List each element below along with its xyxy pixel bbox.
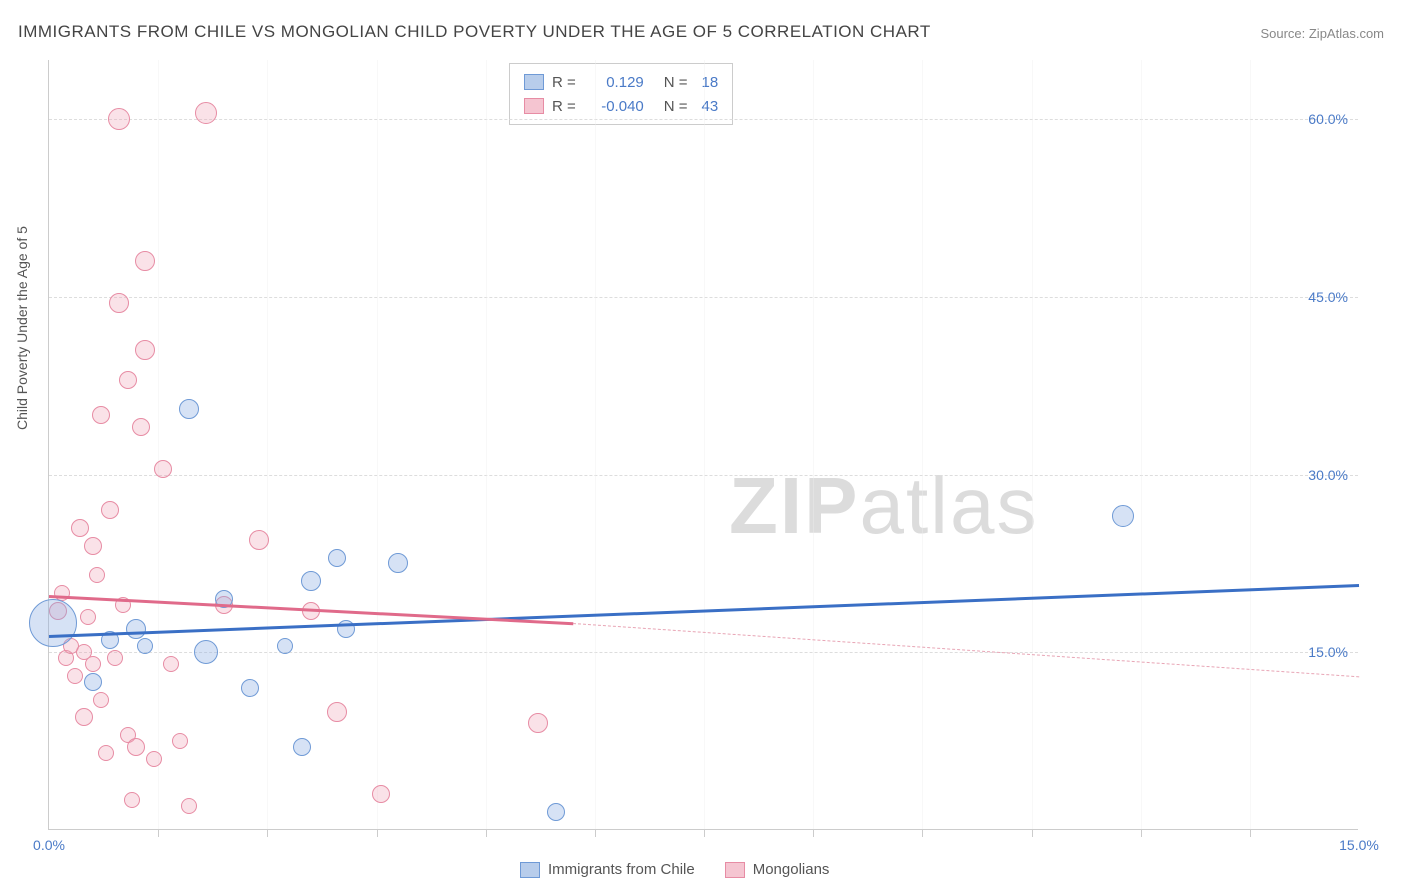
scatter-point-pink (67, 668, 83, 684)
trend-line (573, 623, 1359, 677)
r-value: 0.129 (590, 74, 644, 91)
scatter-point-blue (126, 619, 146, 639)
r-label: R = (552, 74, 576, 91)
scatter-point-pink (135, 251, 155, 271)
scatter-point-blue (29, 599, 77, 647)
gridline-vertical (1032, 60, 1033, 829)
scatter-point-blue (194, 640, 218, 664)
y-axis-label: Child Poverty Under the Age of 5 (14, 226, 30, 430)
x-minor-tick (158, 829, 159, 837)
legend-label: Mongolians (753, 861, 830, 878)
scatter-point-pink (132, 418, 150, 436)
scatter-point-blue (547, 803, 565, 821)
legend-swatch-blue (520, 862, 540, 878)
x-minor-tick (704, 829, 705, 837)
y-tick-label: 45.0% (1308, 289, 1348, 305)
scatter-point-blue (388, 553, 408, 573)
plot-area: ZIPatlas R = 0.129 N = 18 R = -0.040 N =… (48, 60, 1358, 830)
gridline-vertical (704, 60, 705, 829)
gridline-vertical (1250, 60, 1251, 829)
gridline-vertical (158, 60, 159, 829)
n-label: N = (664, 98, 688, 115)
scatter-point-pink (109, 293, 129, 313)
scatter-point-blue (84, 673, 102, 691)
stats-legend-row: R = 0.129 N = 18 (524, 70, 718, 94)
y-tick-label: 60.0% (1308, 111, 1348, 127)
stats-legend-row: R = -0.040 N = 43 (524, 94, 718, 118)
scatter-point-pink (372, 785, 390, 803)
scatter-point-pink (172, 733, 188, 749)
scatter-point-pink (107, 650, 123, 666)
gridline-vertical (267, 60, 268, 829)
x-minor-tick (267, 829, 268, 837)
x-minor-tick (595, 829, 596, 837)
scatter-point-pink (163, 656, 179, 672)
scatter-point-pink (89, 567, 105, 583)
scatter-point-pink (80, 609, 96, 625)
scatter-point-blue (179, 399, 199, 419)
scatter-point-pink (327, 702, 347, 722)
scatter-point-pink (85, 656, 101, 672)
x-minor-tick (922, 829, 923, 837)
scatter-point-pink (98, 745, 114, 761)
scatter-point-pink (154, 460, 172, 478)
gridline-vertical (1141, 60, 1142, 829)
scatter-point-pink (93, 692, 109, 708)
scatter-point-blue (301, 571, 321, 591)
scatter-point-blue (137, 638, 153, 654)
scatter-point-pink (249, 530, 269, 550)
legend-swatch-pink (524, 98, 544, 114)
stats-legend: R = 0.129 N = 18 R = -0.040 N = 43 (509, 63, 733, 125)
legend-item-pink: Mongolians (725, 861, 830, 878)
x-minor-tick (1250, 829, 1251, 837)
scatter-point-pink (101, 501, 119, 519)
x-tick-label: 0.0% (33, 837, 65, 853)
y-tick-label: 15.0% (1308, 644, 1348, 660)
gridline-vertical (595, 60, 596, 829)
scatter-point-pink (135, 340, 155, 360)
scatter-point-pink (528, 713, 548, 733)
legend-label: Immigrants from Chile (548, 861, 695, 878)
scatter-point-pink (92, 406, 110, 424)
r-label: R = (552, 98, 576, 115)
scatter-point-pink (119, 371, 137, 389)
chart-title: IMMIGRANTS FROM CHILE VS MONGOLIAN CHILD… (18, 22, 931, 42)
x-minor-tick (813, 829, 814, 837)
scatter-point-pink (75, 708, 93, 726)
scatter-point-pink (84, 537, 102, 555)
x-minor-tick (1141, 829, 1142, 837)
y-tick-label: 30.0% (1308, 467, 1348, 483)
x-minor-tick (1032, 829, 1033, 837)
scatter-point-blue (241, 679, 259, 697)
scatter-point-blue (293, 738, 311, 756)
scatter-point-pink (124, 792, 140, 808)
scatter-point-pink (108, 108, 130, 130)
scatter-point-blue (328, 549, 346, 567)
gridline-vertical (377, 60, 378, 829)
x-minor-tick (486, 829, 487, 837)
scatter-point-blue (277, 638, 293, 654)
x-minor-tick (377, 829, 378, 837)
x-tick-label: 15.0% (1339, 837, 1379, 853)
scatter-point-pink (195, 102, 217, 124)
scatter-point-pink (71, 519, 89, 537)
source-label: Source: ZipAtlas.com (1260, 26, 1384, 41)
gridline-vertical (486, 60, 487, 829)
chart-container: IMMIGRANTS FROM CHILE VS MONGOLIAN CHILD… (0, 0, 1406, 892)
legend-swatch-pink (725, 862, 745, 878)
scatter-point-blue (1112, 505, 1134, 527)
r-value: -0.040 (590, 98, 644, 115)
legend-swatch-blue (524, 74, 544, 90)
scatter-point-pink (146, 751, 162, 767)
scatter-point-pink (127, 738, 145, 756)
gridline-vertical (813, 60, 814, 829)
scatter-point-pink (181, 798, 197, 814)
legend-item-blue: Immigrants from Chile (520, 861, 695, 878)
series-legend: Immigrants from Chile Mongolians (520, 861, 829, 878)
n-label: N = (664, 74, 688, 91)
gridline-vertical (922, 60, 923, 829)
